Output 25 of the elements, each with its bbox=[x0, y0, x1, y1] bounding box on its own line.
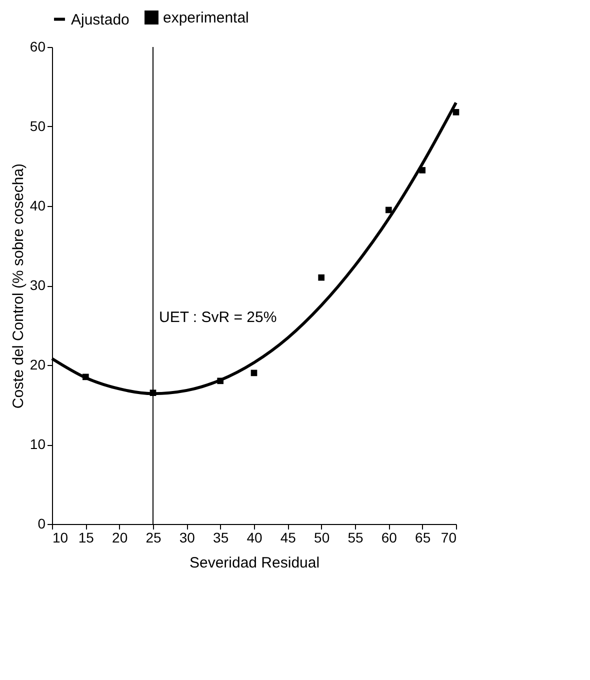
y-tick-label: 60 bbox=[30, 38, 46, 54]
x-tick-label: 70 bbox=[440, 530, 457, 546]
y-axis-title: Coste del Control (% sobre cosecha) bbox=[10, 163, 27, 409]
y-tick-label: 0 bbox=[38, 516, 46, 532]
x-tick-label: 20 bbox=[112, 530, 128, 546]
y-tick-label: 20 bbox=[30, 356, 46, 372]
legend-label: Ajustado bbox=[71, 11, 130, 28]
x-tick-label: 60 bbox=[381, 530, 398, 546]
x-tick-label: 40 bbox=[246, 530, 262, 546]
x-tick-label: 65 bbox=[415, 530, 431, 546]
x-tick-label: 50 bbox=[314, 530, 330, 546]
x-tick-label: 30 bbox=[179, 530, 196, 546]
x-tick-label: 45 bbox=[280, 530, 296, 546]
legend-label: experimental bbox=[163, 10, 249, 27]
y-tick-label: 10 bbox=[30, 436, 46, 452]
ref-line-label: UET : SvR = 25% bbox=[159, 309, 277, 326]
x-tick-label: 25 bbox=[146, 530, 162, 546]
x-tick-label: 10 bbox=[52, 530, 68, 546]
x-tick-label: 35 bbox=[213, 530, 229, 546]
y-tick-label: 50 bbox=[30, 118, 46, 134]
y-tick-label: 30 bbox=[30, 277, 46, 293]
x-tick-label: 55 bbox=[348, 530, 364, 546]
x-axis-title: Severidad Residual bbox=[189, 554, 320, 572]
x-tick-label: 15 bbox=[78, 530, 94, 546]
y-tick-label: 40 bbox=[30, 198, 46, 214]
